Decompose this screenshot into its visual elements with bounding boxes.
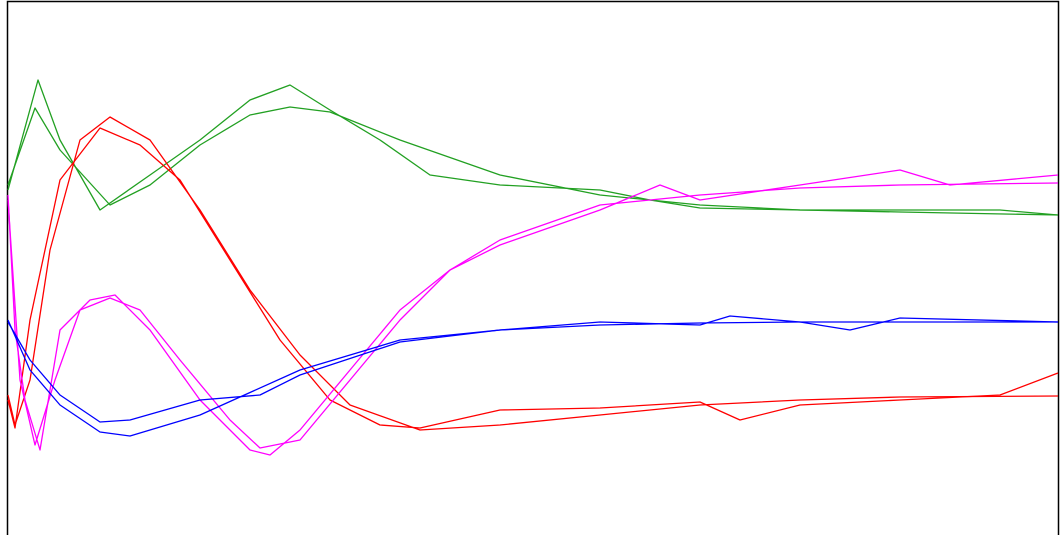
data-line: [7, 127, 1059, 429]
plot-frame: [6, 0, 1060, 535]
data-line: [7, 315, 1059, 423]
data-line: [7, 169, 1059, 449]
data-line: [7, 79, 1059, 216]
data-line: [7, 106, 1059, 216]
data-line: [7, 116, 1059, 431]
data-line: [7, 319, 1058, 437]
data-line: [7, 182, 1059, 456]
